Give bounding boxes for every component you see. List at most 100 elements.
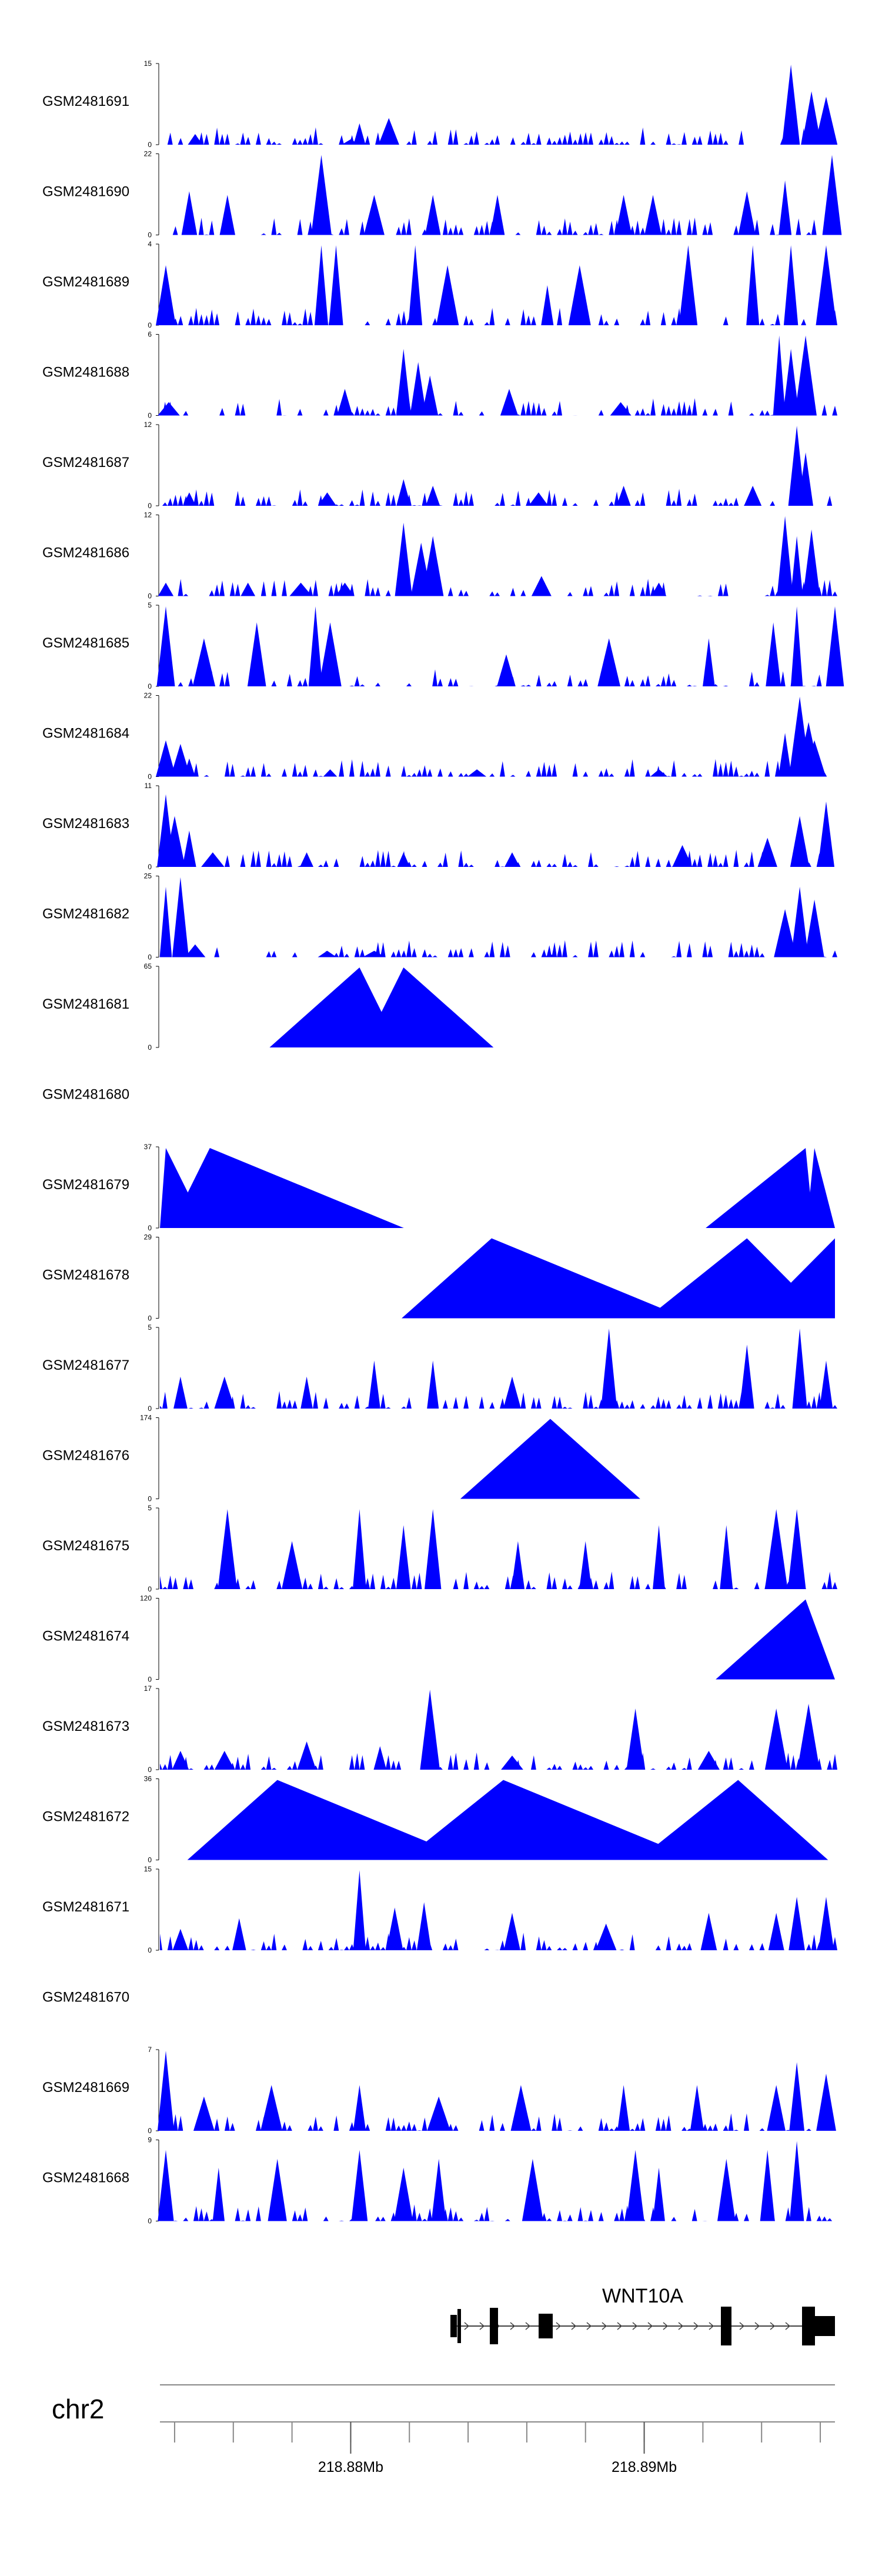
chromosome-label: chr2 <box>52 2394 104 2424</box>
y-axis-label-zero: 0 <box>148 231 152 239</box>
coverage-peak <box>420 1690 440 1770</box>
coverage-peak <box>790 816 810 867</box>
strand-arrow <box>510 2322 516 2330</box>
coverage-peak <box>329 245 343 325</box>
coverage-peak <box>318 492 336 506</box>
coverage-peak <box>314 245 329 325</box>
coverage-peak <box>394 2167 413 2221</box>
strand-arrow <box>479 2322 485 2330</box>
track-GSM2481691: GSM2481691 15 0 <box>42 59 838 149</box>
coverage-peak <box>187 1780 472 1860</box>
gene-exon <box>457 2309 461 2343</box>
y-axis-label-max: 7 <box>148 2046 152 2054</box>
strand-arrow <box>785 2322 791 2330</box>
track-label: GSM2481682 <box>42 906 129 922</box>
track-GSM2481677: GSM2481677 5 0 <box>42 1323 837 1413</box>
coverage-peak <box>172 877 189 957</box>
y-axis-label-zero: 0 <box>148 412 152 420</box>
y-axis-label-zero: 0 <box>148 502 152 510</box>
strand-arrow <box>525 2322 531 2330</box>
y-axis-label-max: 15 <box>144 59 152 68</box>
strand-arrow <box>678 2322 684 2330</box>
coverage-peak <box>172 1928 189 1950</box>
track-label: GSM2481678 <box>42 1267 129 1283</box>
coverage-background <box>160 2204 837 2221</box>
strand-arrow <box>739 2322 745 2330</box>
track-label: GSM2481685 <box>42 635 129 651</box>
track-label: GSM2481688 <box>42 365 129 381</box>
coverage-peak <box>353 1509 366 1589</box>
gene-exon <box>802 2307 815 2345</box>
track-GSM2481686: GSM2481686 12 0 <box>42 511 837 600</box>
y-axis-label-zero: 0 <box>148 773 152 781</box>
y-axis-label-max: 65 <box>144 962 152 970</box>
strand-arrow <box>464 2322 470 2330</box>
coverage-peak <box>497 654 516 686</box>
coverage-peak <box>363 195 385 235</box>
coverage-peak <box>803 740 826 777</box>
track-label: GSM2481677 <box>42 1357 129 1373</box>
track-GSM2481668: GSM2481668 9 0 <box>42 2136 837 2225</box>
y-axis-label-zero: 0 <box>148 863 152 871</box>
coverage-peak <box>311 155 332 235</box>
coverage-peak <box>214 1751 235 1770</box>
y-axis-label-max: 4 <box>148 240 152 248</box>
gene-exon <box>721 2307 731 2345</box>
y-axis-label-max: 17 <box>144 1684 152 1693</box>
gene-exon <box>490 2308 498 2344</box>
coverage-peak <box>790 606 803 686</box>
coverage-peak <box>764 1509 788 1589</box>
coverage-peak <box>188 134 203 145</box>
coverage-peak <box>503 1376 521 1409</box>
coverage-peak <box>781 65 800 145</box>
coverage-peak <box>460 1419 640 1499</box>
coverage-peak <box>615 195 632 235</box>
coverage-peak <box>171 743 191 777</box>
y-axis-label-zero: 0 <box>148 682 152 690</box>
coverage-peak <box>601 1329 617 1409</box>
coverage-peak <box>804 899 824 957</box>
coverage-peak <box>568 265 591 325</box>
coverage-peak <box>218 1509 238 1589</box>
y-axis-label-max: 120 <box>140 1594 152 1603</box>
y-axis-label-max: 5 <box>148 601 152 609</box>
track-GSM2481671: GSM2481671 15 0 <box>42 1865 837 1954</box>
coverage-peak <box>425 1509 442 1589</box>
coverage-peak <box>300 1376 313 1409</box>
coverage-peak <box>777 516 793 596</box>
coverage-peak <box>240 582 256 596</box>
coverage-peak <box>644 195 662 235</box>
track-GSM2481689: GSM2481689 4 0 <box>42 240 837 329</box>
coverage-peak <box>268 2158 287 2221</box>
track-GSM2481672: GSM2481672 36 0 <box>42 1775 828 1864</box>
coverage-background <box>160 1391 837 1409</box>
coverage-peak <box>289 582 312 596</box>
y-axis-label-zero: 0 <box>148 953 152 962</box>
coverage-peak <box>416 1902 432 1950</box>
coverage-peak <box>362 950 386 957</box>
coverage-peak <box>787 1509 806 1589</box>
coverage-peak <box>826 606 844 686</box>
track-GSM2481683: GSM2481683 11 0 <box>42 782 837 871</box>
coverage-peak <box>791 886 808 957</box>
coverage-peak <box>183 758 195 777</box>
strand-arrow <box>754 2322 760 2330</box>
track-GSM2481688: GSM2481688 6 0 <box>42 331 837 420</box>
y-axis-label-max: 22 <box>144 692 152 700</box>
coverage-background <box>160 308 837 325</box>
track-label: GSM2481691 <box>42 94 129 109</box>
coverage-peak <box>373 1746 387 1770</box>
coverage-peak <box>757 837 777 867</box>
coverage-peak <box>541 285 554 325</box>
y-axis-label-max: 29 <box>144 1233 152 1242</box>
y-axis-label-max: 36 <box>144 1775 152 1783</box>
coverage-peak <box>158 402 180 416</box>
coverage-background <box>160 759 837 777</box>
coverage-peak <box>504 1913 520 1950</box>
coverage-peak <box>172 1751 189 1770</box>
coverage-peak <box>544 954 557 957</box>
strand-arrow <box>770 2322 776 2330</box>
axis-tick-label: 218.88Mb <box>318 2459 383 2475</box>
coverage-peak <box>789 1897 805 1950</box>
coverage-peak <box>319 622 342 686</box>
